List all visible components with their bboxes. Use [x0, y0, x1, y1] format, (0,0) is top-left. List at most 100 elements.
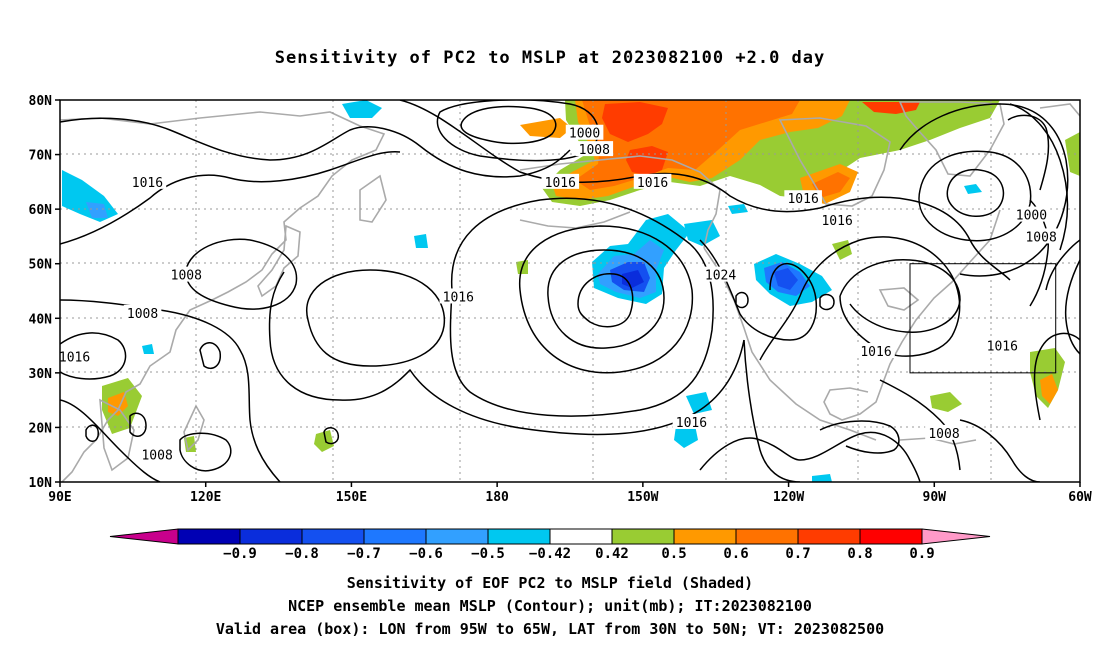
colorbar-label: −0.6 — [409, 546, 443, 562]
contour-label-bg — [672, 413, 711, 429]
contour-1008-wpac-small — [323, 427, 340, 445]
colorbar-label: 0.8 — [847, 546, 872, 562]
contour-label-bg — [138, 446, 176, 462]
colorbar-label: 0.6 — [723, 546, 748, 562]
contour-1008-south-asia-small — [199, 342, 221, 370]
contour-label-bg — [857, 343, 895, 359]
colorbar-swatch — [177, 528, 241, 545]
contour-1008-phil-small — [85, 424, 99, 442]
contour-1016-northwest — [60, 117, 571, 178]
contour-label: 1016 — [545, 176, 576, 191]
contour-label: 1024 — [705, 269, 736, 284]
contour-1016-atlantic-2 — [1045, 239, 1080, 291]
contour-1008-labrador-low — [918, 150, 1032, 242]
contour-label-bg — [818, 212, 856, 228]
shade-positive-arctic-red-3 — [862, 102, 920, 114]
lat-tick-label: 60N — [29, 203, 53, 218]
contour-label: 1008 — [171, 269, 202, 284]
lon-tick-label: 60W — [1068, 490, 1092, 505]
contour-label: 1016 — [676, 416, 707, 431]
contour-1000-aleutian-low — [460, 105, 557, 145]
contour-1016-atlantic-3 — [1033, 332, 1080, 421]
colorbar: −0.9 −0.8 −0.7 −0.6 −0.5 −0.42 0.42 0.5 0.6 0.7 0.… — [109, 528, 991, 562]
shade-positive-gulf — [930, 392, 962, 412]
lon-tick-label: 90E — [48, 490, 71, 505]
contour-label-bg — [167, 266, 206, 282]
contour-1016-caribbean — [959, 419, 1041, 482]
contour-1016-south-asia — [60, 332, 127, 380]
colorbar-label: 0.7 — [785, 546, 810, 562]
lat-tick-label: 70N — [29, 149, 53, 164]
shade-positive-atlantic-orange — [1040, 374, 1058, 404]
lat-tick-label: 50N — [29, 258, 53, 273]
colorbar-swatch — [363, 528, 427, 545]
coastline-philippines — [183, 404, 205, 452]
lon-tick-label: 150E — [336, 490, 367, 505]
shade-positive-atlantic-green-2 — [1065, 132, 1080, 176]
contour-small-ring-1 — [735, 291, 749, 309]
contour-1016-north-pacific-high-outer — [449, 197, 714, 417]
contour-label: 1000 — [1016, 209, 1047, 224]
colorbar-swatch — [673, 528, 737, 545]
contour-1016-west-pacific-high — [305, 269, 446, 367]
contour-label: 1008 — [127, 307, 158, 322]
colorbar-label: −0.7 — [347, 546, 381, 562]
contour-label-bg — [701, 266, 740, 282]
shade-negative-siberia-2 — [86, 202, 108, 218]
contour-label: 1016 — [637, 176, 668, 191]
contour-label-bg — [565, 124, 604, 140]
colorbar-swatch — [735, 528, 799, 545]
contour-label-bg — [123, 304, 162, 320]
contour-label: 1008 — [1025, 230, 1056, 245]
colorbar-label: −0.9 — [223, 546, 257, 562]
contour-1008-asia-trough — [60, 299, 281, 482]
contour-label: 1016 — [132, 176, 163, 191]
coastline-asia — [60, 111, 386, 482]
lon-tick-label: 120W — [773, 490, 804, 505]
contour-1008-south-asia-2 — [179, 432, 232, 472]
shade-negative-ne-pac — [684, 220, 720, 246]
coastline-japan — [257, 224, 301, 298]
contour-1016-north-na — [819, 196, 1011, 281]
contour-1016-north-atlantic — [1009, 103, 1069, 251]
colorbar-label: 0.9 — [909, 546, 934, 562]
lon-tick-label: 90W — [923, 490, 947, 505]
contour-1008-east-asia — [185, 238, 298, 310]
colorbar-swatch — [487, 528, 551, 545]
lat-tick-label: 40N — [29, 312, 53, 327]
page-title: Sensitivity of PC2 to MSLP at 2023082100… — [274, 48, 826, 68]
contour-1000-labrador-low — [946, 168, 1005, 217]
contour-1016-mexico — [699, 431, 921, 482]
shade-negative-central-pac-4 — [622, 270, 644, 288]
contour-label-bg — [575, 141, 614, 157]
colorbar-swatch — [611, 528, 675, 545]
contour-labels: 1000 1008 1016 1016 1016 1016 1016 1000 1008 1008… — [60, 124, 1060, 464]
coastline-greatlakes — [878, 287, 920, 311]
contour-1028-north-pacific-high — [577, 273, 634, 328]
contour-label: 1000 — [569, 127, 600, 142]
colorbar-swatch — [797, 528, 861, 545]
shade-negative-small-2 — [964, 184, 982, 194]
contour-label-bg — [925, 424, 963, 440]
colorbar-swatch — [301, 528, 365, 545]
lat-tick-label: 10N — [29, 476, 53, 491]
colorbar-label: 0.42 — [595, 546, 629, 562]
contour-label: 1016 — [443, 290, 474, 305]
shade-positive-small-1 — [832, 240, 852, 260]
caption-line-1: Sensitivity of EOF PC2 to MSLP field (Sh… — [346, 574, 754, 592]
lat-tick-label: 20N — [29, 421, 53, 436]
contour-1020-north-pacific-high — [519, 225, 694, 374]
contour-label: 1008 — [141, 449, 172, 464]
lon-tick-label: 180 — [485, 490, 509, 505]
contour-label-bg — [1022, 228, 1060, 244]
shade-positive-arctic-red — [602, 102, 668, 142]
contour-1016-california — [743, 339, 801, 482]
coastline-kamchatka — [359, 174, 387, 223]
coastline-alaska — [519, 155, 721, 249]
colorbar-label: −0.42 — [529, 546, 571, 562]
contour-1016-north-pacific — [399, 100, 821, 213]
contour-label-bg — [983, 337, 1022, 353]
longitude-axis: 90E 120E 150E 180 150W 120W 90W 60W — [48, 482, 1092, 505]
contour-1024-north-pacific-high — [547, 249, 665, 349]
